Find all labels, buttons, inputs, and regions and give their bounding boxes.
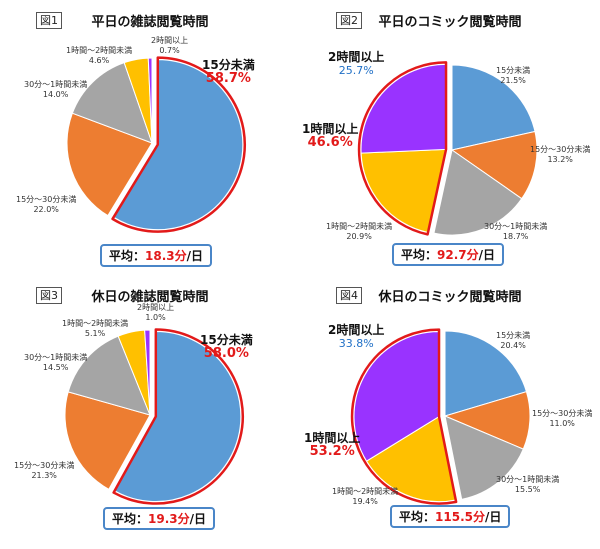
chart-title: 平日のコミック閲覧時間 [378,15,522,30]
average-box: 平均：18.3分/日 [100,244,213,267]
callout-over1h: 1時間以上 46.6% [302,122,359,150]
average-box: 平均：115.5分/日 [390,505,511,528]
slice-label-over2h: 2時間以上 33.8% [328,323,385,350]
pie-slice-15to30m [450,130,538,200]
chart-panel-fig1: 図1 平日の雑誌閲覧時間 2時間以上 0.7% 1時間～2時間未満 4.6% 30分… [0,0,300,274]
slice-label-15to30m: 15分～30分未満 11.0% [532,409,593,428]
pie-slice-30to60m [67,335,151,416]
chart-title: 休日の雑誌閲覧時間 [91,290,209,305]
slice-label-1to2h: 1時間～2時間未満 5.1% [62,319,129,338]
figure-number: 図3 [36,287,62,304]
pie-slice-under15m [444,330,528,417]
slice-label-over2h: 2時間以上 0.7% [151,36,189,55]
pie-chart-fig4 [350,328,531,505]
pie-slice-under15m [113,330,242,502]
pie-slice-under15m [112,59,244,231]
pie-slice-30to60m [433,149,523,236]
slice-label-15to30m: 15分～30分未満 22.0% [16,195,77,214]
callout-over1h: 1時間以上 53.2% [304,431,361,459]
slice-label-30to60m: 30分～1時間未満 18.7% [484,222,548,241]
slice-label-15to30m: 15分～30分未満 21.3% [14,461,75,480]
pie-slice-1to2h [360,148,447,234]
chart-panel-fig3: 図3 休日の雑誌閲覧時間 2時間以上 1.0% 1時間～2時間未満 5.1% 30分… [0,275,300,549]
pie-chart-fig1 [66,56,247,233]
chart-title: 平日の雑誌閲覧時間 [91,15,209,30]
slice-label-under15m: 15分未満 58.7% [202,58,255,86]
slice-label-1to2h: 1時間～2時間未満 4.6% [66,46,133,65]
pie-slice-over2h [353,331,440,462]
pie-chart-fig2 [357,61,538,236]
highlight-outline [111,56,247,233]
figure-number: 図1 [36,12,62,29]
slice-label-under15m: 15分未満 21.5% [496,66,531,85]
slice-label-1to2h: 1時間～2時間未満 20.9% [326,222,393,241]
pie-slice-under15m [451,64,536,151]
chart-panel-fig2: 図2 平日のコミック閲覧時間 2時間以上 25.7% 1時間以上 46.6% 15分… [300,0,600,274]
average-box: 平均：92.7分/日 [392,243,505,266]
pie-slice-over2h [360,63,447,154]
slice-label-over2h: 2時間以上 25.7% [328,50,385,77]
slice-label-30to60m: 30分～1時間未満 14.0% [24,80,88,99]
highlight-outline [357,61,448,236]
slice-label-over2h: 2時間以上 1.0% [137,303,175,322]
slice-label-30to60m: 30分～1時間未満 15.5% [496,475,560,494]
pie-slice-30to60m [71,62,153,144]
pie-slice-1to2h [365,415,457,503]
pie-slice-over2h [147,57,153,144]
pie-slice-over2h [144,329,151,416]
slice-label-30to60m: 30分～1時間未満 14.5% [24,353,88,372]
pie-slice-15to30m [66,112,153,217]
chart-panel-fig4: 図4 休日のコミック閲覧時間 2時間以上 33.8% 1時間以上 53.2% 15分… [300,275,600,549]
chart-title: 休日のコミック閲覧時間 [378,290,522,305]
highlight-outline [350,328,458,505]
slice-label-15to30m: 15分～30分未満 13.2% [530,145,591,164]
average-box: 平均：19.3分/日 [103,507,216,530]
slice-label-under15m: 15分未満 58.0% [200,333,253,361]
pie-slice-30to60m [444,415,524,500]
slice-label-1to2h: 1時間～2時間未満 19.4% [332,487,399,506]
pie-slice-15to30m [64,391,151,491]
highlight-outline [112,328,245,505]
pie-chart-fig3 [64,328,245,505]
figure-number: 図4 [336,287,362,304]
slice-label-under15m: 15分未満 20.4% [496,331,531,350]
figure-number: 図2 [336,12,362,29]
